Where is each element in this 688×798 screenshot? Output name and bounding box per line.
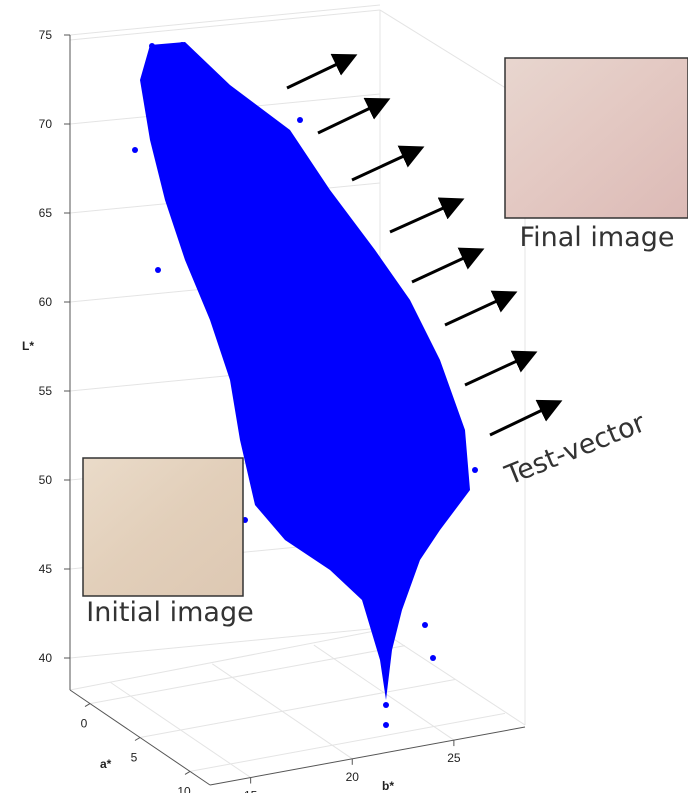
z-tick-label: 70 (39, 117, 53, 131)
z-tick-label: 65 (39, 206, 53, 220)
tick-mark (135, 738, 140, 741)
z-tick-label: 60 (39, 295, 53, 309)
grid-line (212, 664, 352, 759)
annotation: Initial image (86, 597, 253, 628)
y-tick-label: 15 (244, 789, 258, 793)
z-tick-label: 75 (39, 28, 53, 42)
y-axis-label: b* (382, 779, 394, 793)
grid-line (70, 5, 380, 35)
z-tick-label: 45 (39, 562, 53, 576)
x-axis-label: a* (100, 757, 112, 771)
final-image (505, 58, 688, 218)
initial-image (83, 458, 243, 596)
z-tick-label: 40 (39, 651, 53, 665)
x-tick-label: 10 (177, 784, 191, 793)
x-tick-label: 5 (131, 751, 138, 765)
x-tick-label: 0 (81, 717, 88, 731)
z-tick-label: 50 (39, 473, 53, 487)
z-tick-label: 55 (39, 384, 53, 398)
annotation: Final image (520, 222, 675, 253)
z-axis-label: L* (22, 339, 34, 353)
grid-line (70, 628, 380, 658)
tick-mark (85, 704, 90, 707)
y-tick-label: 25 (447, 751, 461, 765)
chart: Final image Initial image Test-vector L*… (0, 0, 688, 793)
y-tick-label: 20 (346, 770, 360, 784)
tick-mark (185, 771, 190, 774)
